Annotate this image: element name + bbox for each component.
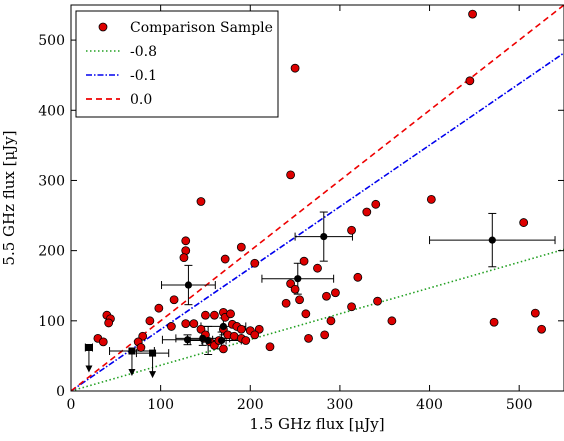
detection-point bbox=[183, 336, 192, 344]
comparison-point bbox=[290, 284, 300, 294]
upper-limit-point bbox=[149, 349, 157, 357]
x-tick-label: 500 bbox=[506, 397, 533, 413]
comparison-point bbox=[166, 322, 176, 331]
y-tick-label: 0 bbox=[56, 384, 65, 400]
comparison-point bbox=[353, 272, 363, 282]
comparison-point bbox=[145, 316, 155, 326]
reference-line-2 bbox=[71, 5, 564, 391]
reference-line-0 bbox=[71, 248, 564, 391]
comparison-point bbox=[241, 336, 251, 345]
comparison-point bbox=[347, 225, 356, 235]
comparison-point bbox=[201, 310, 210, 320]
comparison-point bbox=[98, 337, 108, 347]
legend-label-comparison: Comparison Sample bbox=[130, 20, 273, 36]
comparison-point bbox=[229, 331, 239, 341]
comparison-point bbox=[226, 309, 235, 319]
reference-line-1 bbox=[71, 52, 564, 391]
upper-limit-point bbox=[85, 343, 93, 351]
detection-point bbox=[184, 281, 193, 289]
detection-point bbox=[294, 275, 302, 283]
detection-point bbox=[219, 322, 227, 331]
legend-label-b: -0.1 bbox=[130, 68, 157, 84]
y-tick-label: 500 bbox=[38, 33, 65, 49]
comparison-point bbox=[426, 195, 436, 204]
detection-points bbox=[85, 233, 496, 357]
comparison-point bbox=[468, 9, 477, 19]
comparison-point bbox=[210, 310, 219, 320]
x-tick-label: 300 bbox=[327, 397, 354, 413]
comparison-points bbox=[93, 9, 546, 354]
comparison-point bbox=[373, 296, 382, 306]
x-tick-label: 200 bbox=[237, 397, 264, 413]
comparison-point bbox=[181, 236, 191, 246]
x-tick-label: 100 bbox=[147, 397, 174, 413]
legend-label-c: 0.0 bbox=[130, 92, 152, 108]
comparison-point bbox=[290, 63, 300, 73]
comparison-point bbox=[465, 76, 475, 86]
x-tick-label: 0 bbox=[67, 397, 76, 413]
detection-point bbox=[488, 236, 496, 244]
comparison-point bbox=[181, 319, 191, 329]
comparison-point bbox=[530, 308, 540, 318]
comparison-point bbox=[387, 316, 397, 326]
comparison-point bbox=[196, 197, 206, 206]
comparison-point bbox=[326, 316, 336, 326]
comparison-point bbox=[304, 333, 313, 343]
y-tick-label: 300 bbox=[38, 173, 65, 189]
comparison-point bbox=[301, 309, 311, 319]
y-axis-label: 5.5 GHz flux [μJy] bbox=[0, 130, 18, 265]
x-tick-label: 400 bbox=[416, 397, 443, 413]
legend: Comparison Sample -0.8 -0.1 0.0 bbox=[75, 10, 279, 118]
comparison-point bbox=[331, 288, 340, 298]
detection-point bbox=[204, 336, 212, 345]
comparison-point bbox=[189, 319, 199, 329]
comparison-point bbox=[104, 318, 114, 328]
comparison-point bbox=[265, 342, 275, 352]
comparison-point bbox=[362, 207, 372, 217]
comparison-point bbox=[169, 295, 179, 305]
upper-limit-point bbox=[128, 347, 136, 355]
detection-point bbox=[320, 233, 328, 241]
upper-limit-arrow-head bbox=[128, 368, 136, 376]
comparison-point bbox=[519, 218, 529, 227]
upper-limit-arrow-head bbox=[149, 371, 157, 379]
detection-point bbox=[217, 336, 226, 345]
comparison-point bbox=[236, 242, 246, 252]
comparison-point bbox=[154, 303, 164, 313]
x-axis-label: 1.5 GHz flux [μJy] bbox=[249, 415, 384, 433]
comparison-point bbox=[322, 291, 331, 301]
comparison-point bbox=[537, 324, 546, 334]
legend-marker-comparison bbox=[98, 22, 108, 32]
comparison-point bbox=[286, 170, 296, 180]
comparison-point bbox=[236, 324, 246, 334]
y-tick-label: 400 bbox=[38, 103, 65, 119]
y-tick-label: 200 bbox=[38, 244, 65, 260]
comparison-point bbox=[179, 253, 189, 263]
plot-frame bbox=[70, 4, 564, 392]
comparison-point bbox=[489, 317, 499, 327]
comparison-point bbox=[299, 256, 309, 266]
comparison-point bbox=[218, 344, 228, 354]
comparison-point bbox=[281, 298, 291, 308]
comparison-point bbox=[220, 254, 230, 264]
upper-limit-arrow-head bbox=[85, 365, 93, 373]
comparison-point bbox=[320, 330, 330, 340]
legend-label-a: -0.8 bbox=[130, 44, 157, 60]
reference-lines bbox=[71, 5, 564, 391]
comparison-point bbox=[371, 199, 381, 209]
comparison-point bbox=[250, 330, 260, 340]
comparison-point bbox=[250, 258, 260, 268]
comparison-point bbox=[347, 302, 356, 312]
y-tick-label: 100 bbox=[38, 314, 65, 330]
comparison-point bbox=[313, 263, 322, 273]
axis-ticks: 0 100 200 300 400 500 0 100 200 300 400 500 bbox=[38, 5, 564, 413]
comparison-point bbox=[136, 343, 146, 352]
comparison-point bbox=[295, 295, 304, 305]
